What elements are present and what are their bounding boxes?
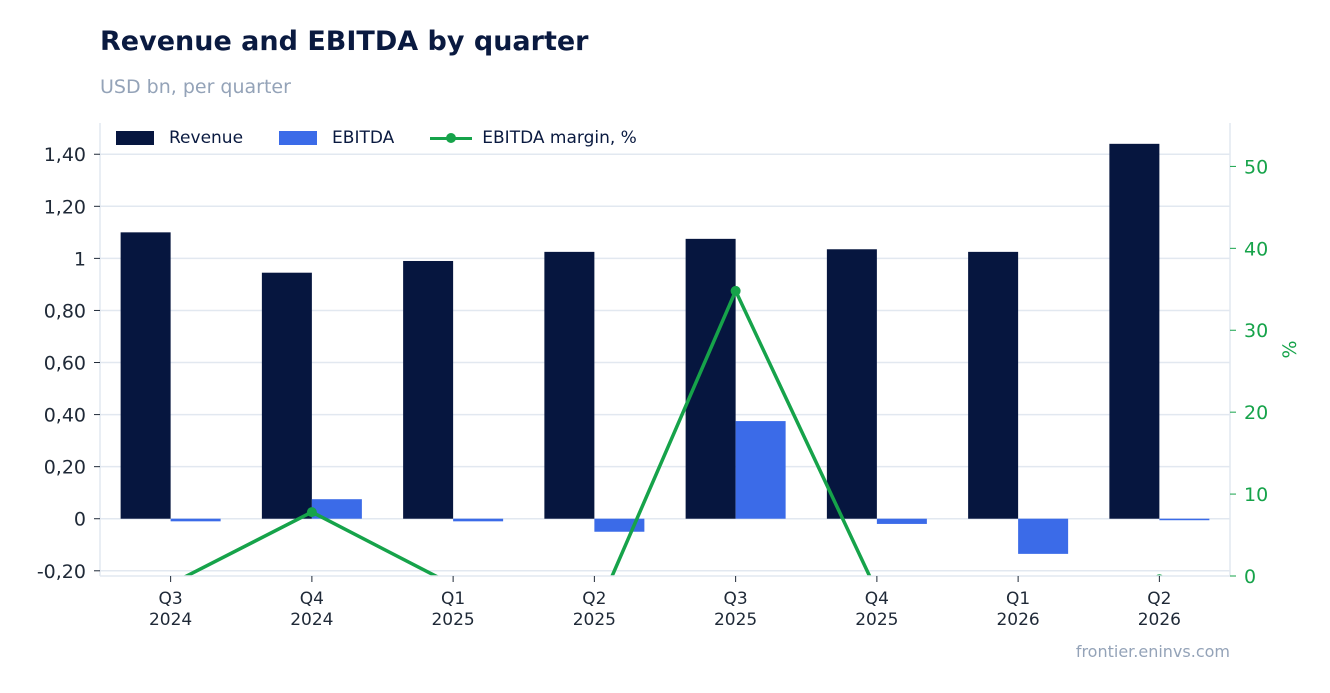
legend-item-revenue: Revenue [116,128,243,148]
revenue-bar [968,251,1019,519]
left-tick-label: 0,60 [44,353,86,375]
revenue-bar [120,232,171,519]
margin-line [182,285,1164,689]
chart-title: Revenue and EBITDA by quarter [100,26,589,57]
left-tick-label: 1,20 [44,196,86,218]
revenue-bar [403,260,454,519]
revenue-bar [685,238,736,519]
x-tick-label: Q3 2024 [149,589,192,630]
legend-item-margin: EBITDA margin, % [430,128,637,148]
x-tick-label: Q1 2026 [996,589,1039,630]
right-tick-label: 30 [1244,320,1268,342]
legend-label-revenue: Revenue [169,128,244,148]
revenue-bar [261,272,312,519]
x-tick-label: Q1 2025 [431,589,474,630]
margin-point [306,507,317,518]
chart-subtitle: USD bn, per quarter [100,76,291,98]
ebitda-bar [1018,518,1069,554]
revenue-bar [544,251,595,519]
left-tick-label: 0,80 [44,300,86,322]
ebitda-bar [876,518,927,524]
ebitda-swatch [279,131,318,145]
legend: Revenue EBITDA EBITDA margin, % [116,128,673,148]
x-tick-label: Q4 2024 [290,589,333,630]
left-tick-label: -0,20 [37,561,86,583]
right-tick-label: 50 [1244,156,1268,178]
revenue-bar [826,249,877,519]
left-tick-label: 1,40 [44,144,86,166]
right-tick-label: 20 [1244,402,1268,424]
revenue-swatch [116,131,154,145]
axes: -0,20 0 0,20 0,40 0,60 0,80 1 1,20 1,40 0 10 20 30 40… [37,123,1301,630]
margin-point [730,285,741,296]
legend-label-ebitda: EBITDA [332,128,395,148]
ebitda-bar [453,518,504,522]
ebitda-bar [311,499,362,519]
left-tick-label: 1 [74,248,86,270]
margin-line-swatch [430,131,473,145]
legend-item-ebitda: EBITDA [279,128,394,148]
revenue-bar [1109,143,1160,519]
left-tick-label: 0,20 [44,457,86,479]
ebitda-bar [170,518,221,522]
right-tick-label: 0 [1244,566,1256,588]
x-tick-label: Q2 2025 [573,589,616,630]
ebitda-bar [1159,518,1210,521]
legend-label-margin: EBITDA margin, % [482,128,637,148]
right-tick-label: 10 [1244,484,1268,506]
source-credit: frontier.eninvs.com [1075,642,1230,661]
margin-point [1013,679,1023,689]
margin-series-line [182,289,872,576]
x-tick-label: Q4 2025 [855,589,898,630]
bars [120,143,1210,554]
x-tick-label: Q2 2026 [1138,589,1181,630]
x-tick-label: Q3 2025 [714,589,757,630]
right-axis-label: % [1279,340,1301,358]
left-tick-label: 0 [74,509,86,531]
right-tick-label: 40 [1244,238,1268,260]
left-tick-label: 0,40 [44,405,86,427]
ebitda-bar [735,421,786,519]
